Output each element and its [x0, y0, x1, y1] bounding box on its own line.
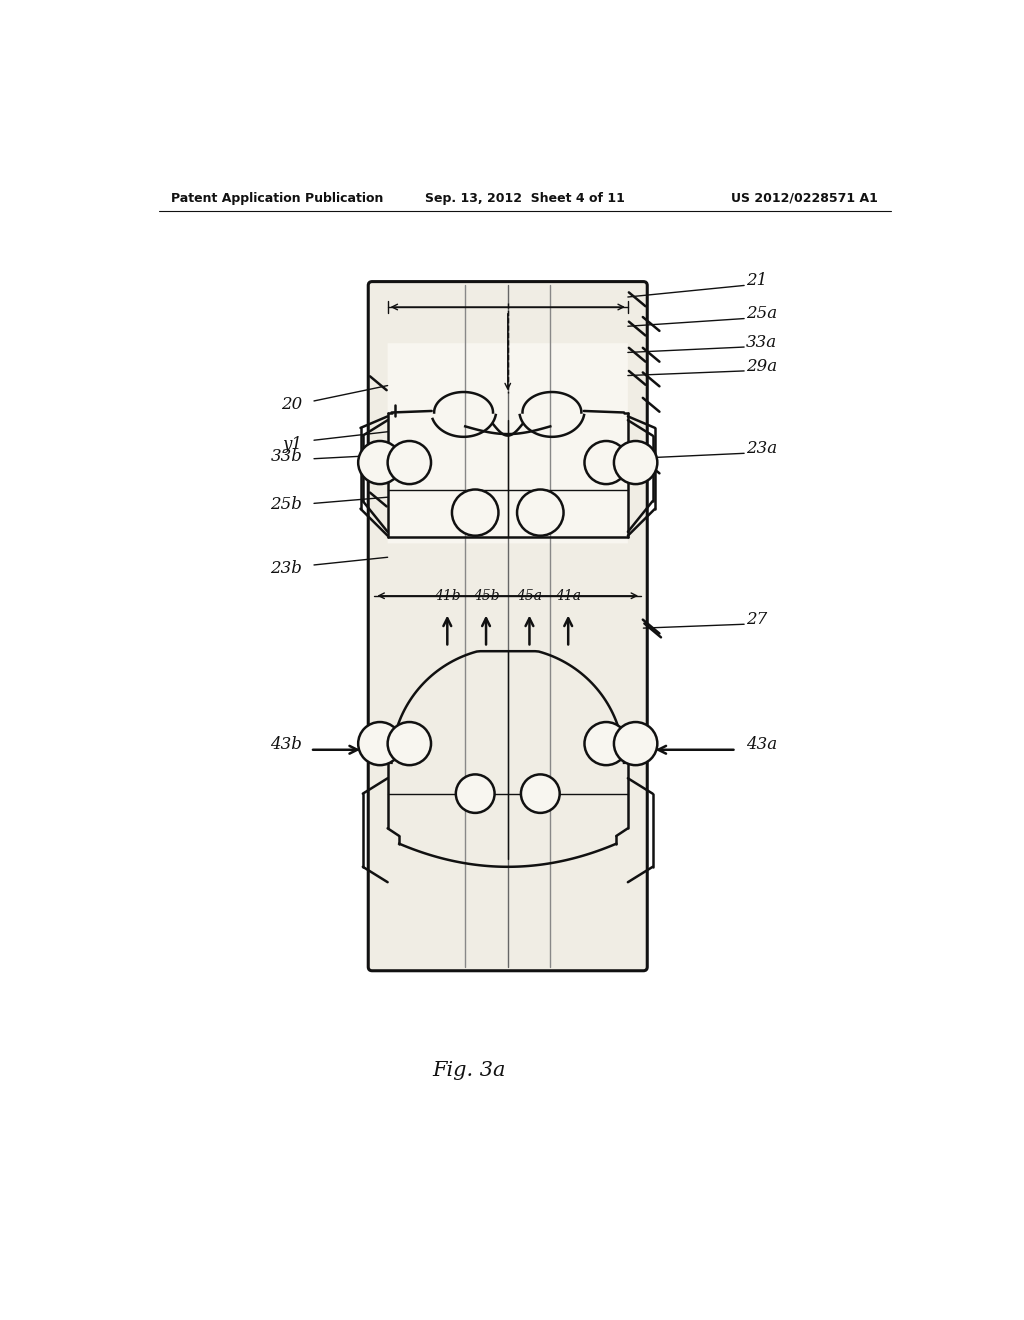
Text: 33b: 33b [270, 447, 302, 465]
FancyBboxPatch shape [388, 343, 628, 544]
Circle shape [614, 722, 657, 766]
Text: 33a: 33a [745, 334, 777, 351]
Text: 41a: 41a [555, 589, 582, 603]
Text: 23a: 23a [745, 440, 777, 457]
Text: 23b: 23b [270, 560, 302, 577]
Text: 45b: 45b [473, 589, 500, 603]
Text: 41b: 41b [434, 589, 461, 603]
Text: 43b: 43b [270, 735, 302, 752]
Text: 25a: 25a [745, 305, 777, 322]
Text: 20: 20 [282, 396, 302, 413]
Text: 25b: 25b [270, 496, 302, 513]
Text: 43a: 43a [745, 735, 777, 752]
Text: US 2012/0228571 A1: US 2012/0228571 A1 [731, 191, 879, 205]
Circle shape [388, 722, 431, 766]
Text: 21: 21 [745, 272, 767, 289]
Circle shape [452, 490, 499, 536]
Circle shape [358, 441, 401, 484]
Circle shape [585, 722, 628, 766]
Circle shape [614, 441, 657, 484]
Text: 29a: 29a [745, 358, 777, 375]
Circle shape [517, 490, 563, 536]
Text: y1: y1 [283, 436, 302, 453]
Circle shape [456, 775, 495, 813]
Text: Patent Application Publication: Patent Application Publication [171, 191, 383, 205]
FancyBboxPatch shape [369, 281, 647, 970]
Circle shape [521, 775, 560, 813]
Circle shape [585, 441, 628, 484]
Text: Sep. 13, 2012  Sheet 4 of 11: Sep. 13, 2012 Sheet 4 of 11 [425, 191, 625, 205]
Circle shape [358, 722, 401, 766]
Text: Fig. 3a: Fig. 3a [432, 1061, 506, 1080]
Circle shape [388, 441, 431, 484]
Text: 27: 27 [745, 611, 767, 628]
Text: 45a: 45a [516, 589, 543, 603]
